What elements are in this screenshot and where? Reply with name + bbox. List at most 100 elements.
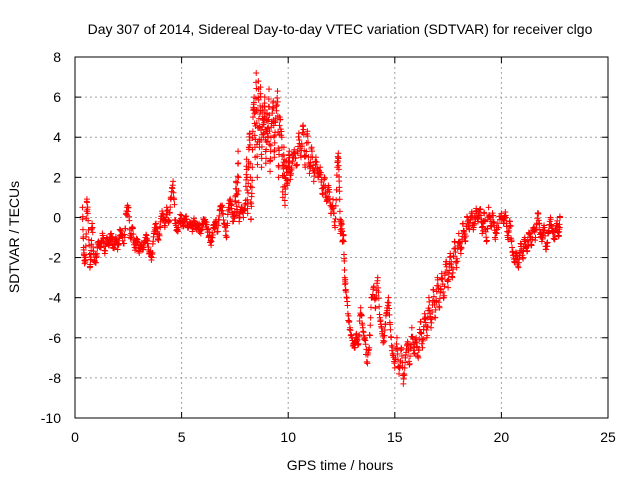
- data-point-interp: [232, 197, 239, 204]
- data-point: [282, 202, 289, 209]
- data-point-interp: [344, 302, 351, 309]
- data-point: [366, 344, 373, 351]
- data-point-interp: [247, 174, 254, 181]
- data-point: [355, 340, 362, 347]
- data-point-interp: [265, 133, 272, 140]
- data-point-interp: [218, 207, 225, 214]
- data-point-interp: [535, 210, 542, 217]
- data-point-interp: [518, 241, 525, 248]
- data-point-interp: [82, 243, 89, 250]
- data-point-interp: [450, 266, 457, 273]
- data-point-interp: [249, 164, 256, 171]
- data-point-interp: [84, 199, 91, 206]
- data-point-interp: [556, 224, 563, 231]
- data-point-interp: [175, 224, 182, 231]
- data-point: [387, 326, 394, 333]
- data-point-interp: [495, 224, 502, 231]
- data-point: [408, 324, 415, 331]
- data-point-interp: [85, 236, 92, 243]
- data-point-interp: [115, 241, 122, 248]
- data-point-interp: [249, 128, 256, 135]
- data-point-interp: [507, 223, 514, 230]
- data-point-interp: [122, 225, 129, 232]
- data-point: [240, 214, 247, 221]
- data-point-interp: [276, 122, 283, 129]
- data-point: [317, 164, 324, 171]
- data-point: [513, 250, 520, 257]
- data-point-interp: [369, 291, 376, 298]
- data-point: [381, 338, 388, 345]
- data-point-interp: [488, 223, 495, 230]
- data-point: [275, 174, 282, 181]
- data-point-interp: [307, 159, 314, 166]
- data-point-interp: [437, 285, 444, 292]
- y-axis-label: SDTVAR / TECUs: [6, 181, 22, 293]
- data-point: [254, 174, 261, 181]
- data-point: [170, 178, 177, 185]
- data-point: [432, 314, 439, 321]
- data-point-interp: [477, 205, 484, 212]
- data-point-interp: [245, 164, 252, 171]
- data-point: [270, 98, 277, 105]
- data-point-interp: [88, 237, 95, 244]
- data-point-interp: [177, 211, 184, 218]
- data-point-interp: [129, 225, 136, 232]
- data-point-interp: [153, 225, 160, 232]
- data-point-interp: [340, 238, 347, 245]
- data-point-interp: [420, 335, 427, 342]
- data-point: [159, 210, 166, 217]
- data-point-interp: [358, 312, 365, 319]
- data-point-interp: [336, 196, 343, 203]
- data-point-interp: [446, 267, 453, 274]
- data-point-interp: [79, 226, 86, 233]
- data-point-interp: [454, 258, 461, 265]
- data-point-interp: [430, 287, 437, 294]
- data-point-interp: [501, 215, 508, 222]
- data-point: [481, 210, 488, 217]
- data-point: [536, 226, 543, 233]
- data-point-interp: [216, 212, 223, 219]
- data-point-interp: [544, 239, 551, 246]
- data-point-interp: [404, 340, 411, 347]
- data-point-interp: [312, 161, 319, 168]
- data-point: [114, 246, 121, 253]
- data-point-interp: [209, 232, 216, 239]
- data-point: [453, 264, 460, 271]
- data-point-interp: [234, 179, 241, 186]
- data-point-interp: [155, 237, 162, 244]
- data-point-interp: [496, 213, 503, 220]
- data-point-interp: [292, 154, 299, 161]
- data-point-interp: [283, 169, 290, 176]
- data-point-interp: [462, 233, 469, 240]
- data-point-interp: [223, 228, 230, 235]
- data-point-interp: [255, 96, 262, 103]
- data-point-interp: [261, 100, 268, 107]
- data-point-interp: [244, 187, 251, 194]
- data-point-interp: [274, 98, 281, 105]
- data-point-interp: [529, 236, 536, 243]
- data-point: [306, 170, 313, 177]
- data-point-interp: [482, 228, 489, 235]
- data-point-interp: [248, 190, 255, 197]
- y-tick-label: -10: [41, 410, 61, 426]
- data-point-interp: [219, 204, 226, 211]
- data-point-interp: [452, 249, 459, 256]
- data-point-interp: [381, 332, 388, 339]
- data-point-interp: [336, 178, 343, 185]
- data-point-interp: [313, 158, 320, 165]
- data-point-interp: [274, 95, 281, 102]
- data-point-interp: [223, 233, 230, 240]
- data-point-interp: [267, 134, 274, 141]
- data-point-interp: [259, 124, 266, 131]
- data-point-interp: [508, 237, 515, 244]
- data-point-interp: [235, 160, 242, 167]
- data-point: [84, 210, 91, 217]
- data-point: [79, 204, 86, 211]
- data-point-interp: [275, 163, 282, 170]
- data-point-interp: [490, 212, 497, 219]
- data-point-interp: [249, 177, 256, 184]
- data-point-interp: [233, 203, 240, 210]
- data-point-interp: [282, 186, 289, 193]
- data-point-interp: [254, 106, 261, 113]
- data-point-interp: [261, 119, 268, 126]
